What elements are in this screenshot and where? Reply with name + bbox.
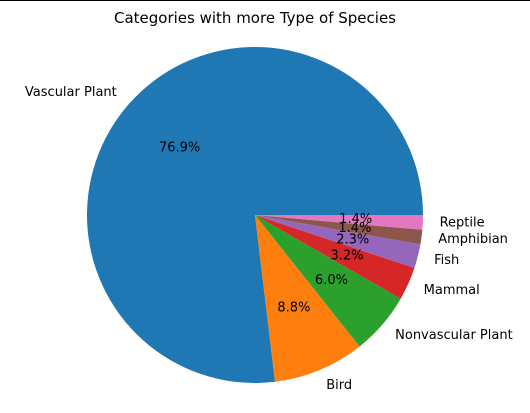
slice-label: Amphibian [438, 232, 508, 247]
pie-percent-labels: 76.9%8.8%6.0%3.2%2.3%1.4%1.4% [159, 141, 372, 316]
pie-slice-nonvascular-plant [255, 215, 401, 347]
pie-labels: Vascular Plant Bird Nonvascular Plant Mamma… [25, 85, 513, 393]
slice-label: Bird [326, 378, 352, 393]
pie-slice-mammal [255, 215, 415, 299]
slice-label: Fish [434, 253, 459, 268]
slice-label: Nonvascular Plant [395, 328, 513, 343]
slice-label: Mammal [424, 283, 480, 298]
chart-title: Categories with more Type of Species [114, 9, 396, 27]
slice-percent-label: 76.9% [159, 141, 200, 156]
slice-percent-label: 1.4% [338, 221, 371, 236]
pie-slice-amphibian [255, 215, 423, 245]
pie-slices [87, 46, 424, 384]
pie-slice-fish [255, 215, 421, 268]
pie-slice-bird [255, 215, 360, 382]
pie-slice-vascular-plant [87, 46, 424, 384]
slice-percent-label: 8.8% [277, 301, 310, 316]
slice-percent-label: 3.2% [330, 249, 363, 264]
slice-label: Reptile [440, 216, 485, 231]
slice-label: Vascular Plant [25, 85, 117, 100]
slice-percent-label: 6.0% [315, 273, 348, 288]
pie-slice-reptile [255, 215, 423, 230]
slice-percent-label: 2.3% [336, 232, 369, 247]
slice-percent-label: 1.4% [339, 212, 372, 227]
